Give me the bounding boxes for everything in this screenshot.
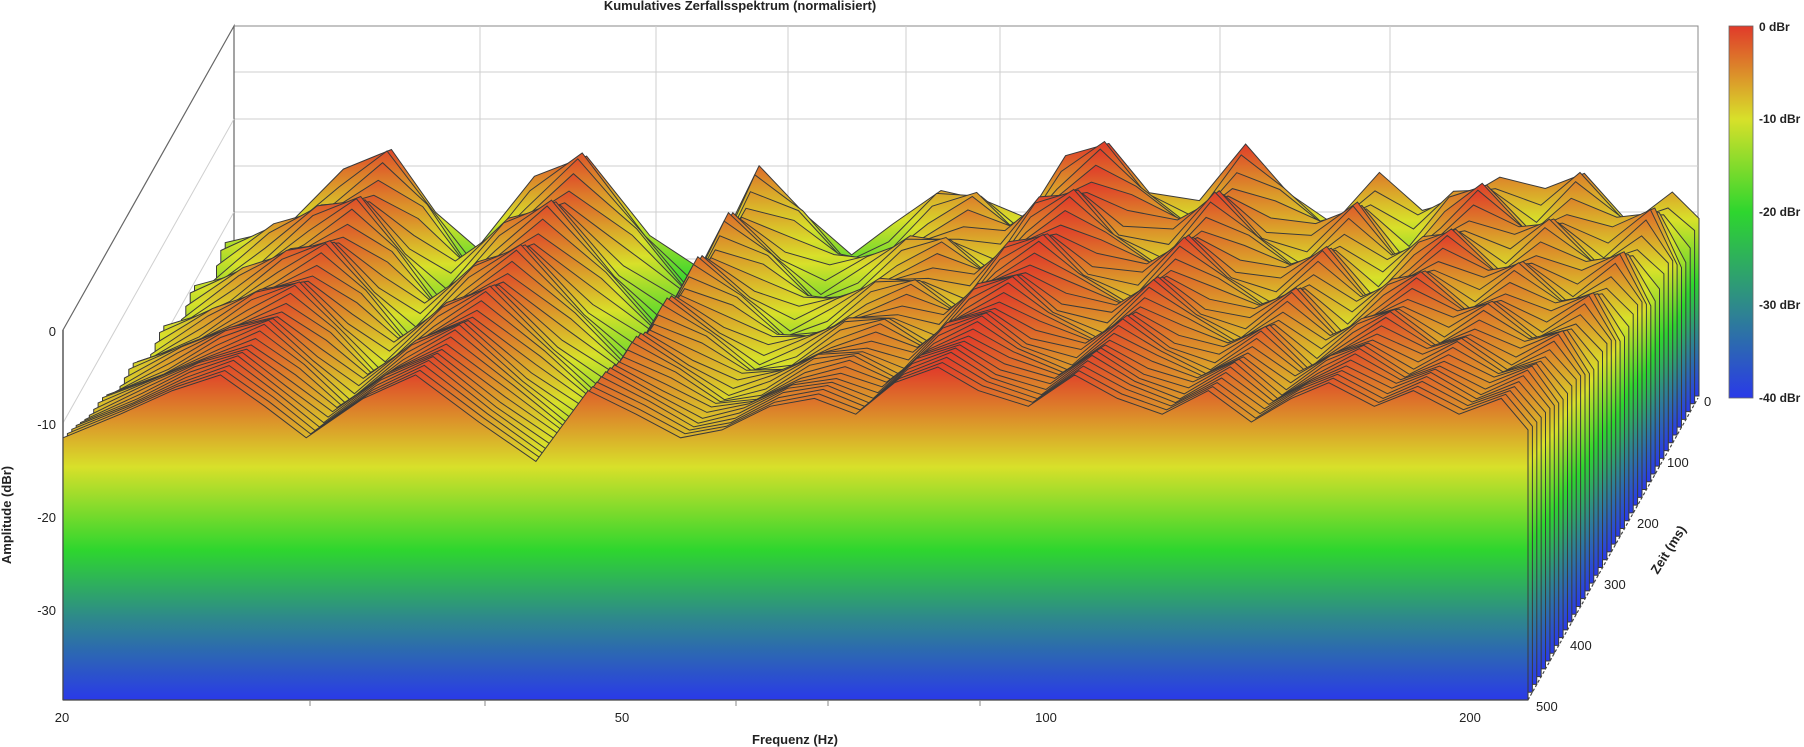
x-tick-label: 200 (1459, 710, 1481, 725)
x-axis: 20 50 100 200 Frequenz (Hz) (55, 700, 1481, 747)
colorbar-label: -40 dBr (1759, 391, 1801, 405)
z-tick-label: 300 (1604, 577, 1626, 592)
y-axis: 0 -10 -20 -30 Amplitude (dBr) (0, 324, 56, 618)
colorbar-label: -10 dBr (1759, 112, 1801, 126)
y-tick-label: -10 (37, 417, 56, 432)
colorbar-label: 0 dBr (1759, 20, 1790, 34)
waterfall-slices (62, 140, 1700, 701)
y-tick-label: 0 (49, 324, 56, 339)
z-tick-label: 400 (1570, 638, 1592, 653)
colorbar: 0 dBr -10 dBr -20 dBr -30 dBr -40 dBr (1728, 20, 1801, 405)
colorbar-label: -30 dBr (1759, 298, 1801, 312)
y-axis-label: Amplitude (dBr) (0, 466, 14, 564)
colorbar-label: -20 dBr (1759, 205, 1801, 219)
y-tick-label: -30 (37, 603, 56, 618)
z-tick-label: 100 (1667, 455, 1689, 470)
decay-slice (62, 366, 1529, 701)
y-tick-label: -20 (37, 510, 56, 525)
axes (62, 330, 1699, 701)
z-tick-label: 0 (1704, 394, 1711, 409)
chart-title: Kumulatives Zerfallsspektrum (normalisie… (604, 0, 876, 13)
x-tick-label: 20 (55, 710, 69, 725)
z-tick-label: 500 (1536, 699, 1558, 714)
x-tick-label: 50 (615, 710, 629, 725)
x-axis-label: Frequenz (Hz) (752, 732, 838, 747)
z-tick-label: 200 (1637, 516, 1659, 531)
x-tick-label: 100 (1035, 710, 1057, 725)
